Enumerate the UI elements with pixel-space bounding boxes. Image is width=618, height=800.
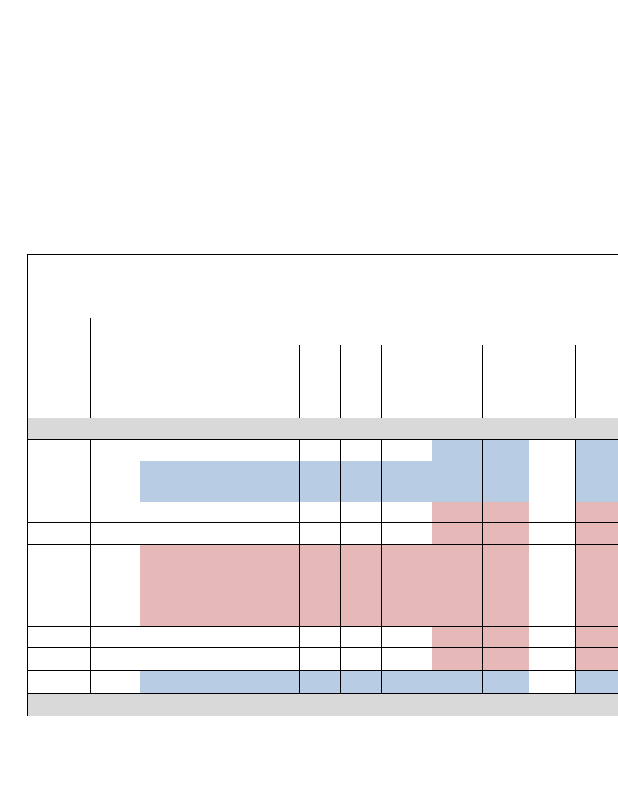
highlight-cell [140, 461, 482, 502]
column-separator [299, 440, 300, 694]
highlight-cell [432, 440, 482, 461]
highlight-cell [576, 523, 618, 544]
table-footer [34, 697, 604, 713]
column-separator [340, 440, 341, 694]
header-divider [575, 345, 576, 418]
highlight-cell [432, 627, 529, 648]
highlight-cell [576, 648, 618, 670]
highlight-cell [432, 523, 529, 544]
row-separator [27, 693, 618, 694]
highlight-cell [140, 671, 529, 693]
highlight-cell [483, 440, 529, 502]
highlight-cell [432, 502, 529, 523]
page-title [28, 150, 588, 180]
highlight-cell [576, 544, 618, 627]
header-divider [340, 345, 341, 418]
table-left-border [27, 254, 28, 716]
header-divider [381, 345, 382, 418]
row-separator [27, 626, 618, 627]
row-separator [27, 647, 618, 648]
row-separator [27, 670, 618, 671]
row-separator [27, 544, 618, 545]
highlight-cell [576, 671, 618, 693]
column-separator [381, 440, 382, 694]
header-band [28, 418, 618, 439]
table-title [34, 262, 604, 302]
highlight-cell [432, 648, 529, 670]
header-divider [482, 345, 483, 418]
highlight-cell [576, 440, 618, 502]
highlight-cell [576, 502, 618, 523]
footer-band [28, 694, 618, 716]
row-separator [27, 439, 618, 440]
table-top-border [27, 254, 618, 255]
header-divider [90, 318, 91, 418]
column-separator [482, 440, 483, 694]
header-divider [299, 345, 300, 418]
column-separator [575, 440, 576, 694]
highlight-cell [576, 627, 618, 648]
row-separator [27, 522, 618, 523]
column-separator [90, 440, 91, 694]
highlight-cell [140, 544, 529, 627]
